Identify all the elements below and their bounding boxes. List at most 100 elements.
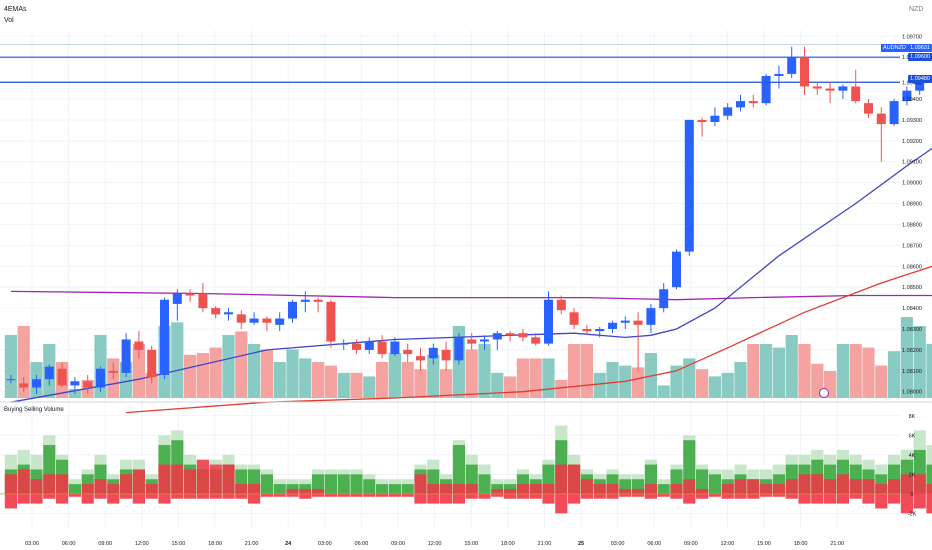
sell-volume-bar [465, 484, 478, 494]
lower-tick-label: 2K [909, 472, 916, 478]
sell-volume-down-bar [68, 493, 81, 497]
time-tick-label: 06:00 [62, 541, 76, 547]
volume-bar [273, 362, 286, 398]
buy-volume-extra-bar [56, 454, 69, 460]
volume-bar [529, 358, 542, 398]
lower-axis: 8K 6K 4K 2K 0 -2K [908, 414, 917, 518]
time-tick-label: 24 [285, 541, 292, 547]
sell-volume-down-bar [798, 493, 811, 504]
candle-body [633, 320, 643, 325]
volume-bar [811, 363, 824, 398]
buy-volume-extra-bar [798, 454, 811, 465]
sell-volume-bar [440, 484, 453, 494]
sell-volume-bar [94, 479, 107, 494]
volume-bar [772, 347, 785, 398]
candle-body [838, 86, 848, 91]
sell-volume-bar [56, 474, 69, 494]
volume-bar [798, 344, 811, 398]
buy-volume-extra-bar [593, 474, 606, 480]
lower-pane-title: Buying Selling Volume [4, 407, 64, 413]
candle-body [19, 383, 29, 388]
candle-body [403, 349, 413, 355]
volume-bar [849, 344, 862, 398]
currency-label: NZD [909, 6, 924, 13]
buy-volume-extra-bar [504, 479, 517, 485]
sell-volume-down-bar [760, 493, 773, 497]
time-tick-label: 21:00 [245, 541, 259, 547]
sell-volume-bar [235, 484, 248, 494]
time-tick-label: 03:00 [318, 541, 332, 547]
buy-volume-extra-bar [516, 469, 529, 475]
sell-volume-bar [120, 474, 133, 494]
sell-volume-down-bar [785, 493, 798, 499]
sell-volume-bar [734, 479, 747, 494]
volume-bar [670, 365, 683, 398]
buy-volume-extra-bar [862, 459, 875, 470]
sell-volume-bar [414, 474, 427, 494]
sell-volume-bar [913, 474, 926, 494]
time-tick-label: 15:00 [757, 541, 771, 547]
lower-tick-label: -2K [908, 511, 917, 517]
sell-volume-down-bar [376, 493, 389, 497]
volume-bar [286, 349, 299, 398]
sell-volume-down-bar [721, 493, 734, 499]
buy-volume-extra-bar [478, 464, 491, 475]
time-tick-label: 21:00 [538, 541, 552, 547]
buy-volume-bar [478, 474, 491, 494]
volume-bar [913, 326, 926, 398]
sell-volume-bar [747, 479, 760, 494]
candle-body [505, 333, 515, 336]
buy-volume-extra-bar [568, 454, 581, 465]
sell-volume-bar [30, 479, 43, 494]
sell-volume-down-bar [235, 493, 248, 499]
buy-volume-extra-bar [708, 469, 721, 475]
sell-volume-down-bar [299, 493, 312, 499]
buy-volume-extra-bar [260, 469, 273, 475]
volume-bar [427, 354, 440, 398]
buy-volume-extra-bar [491, 479, 504, 485]
sell-volume-bar [286, 488, 299, 494]
sell-volume-bar [849, 479, 862, 494]
sell-volume-down-bar [184, 493, 197, 499]
volume-bar [683, 358, 696, 398]
candle-body [492, 333, 502, 340]
candle-body [390, 341, 400, 355]
volume-bar [888, 351, 901, 398]
sell-volume-bar [862, 479, 875, 494]
buy-volume-extra-bar [120, 459, 133, 470]
sell-volume-down-bar [158, 493, 171, 504]
buy-volume-extra-bar [171, 430, 184, 441]
candle-body [198, 293, 208, 309]
time-tick-label: 18:00 [208, 541, 222, 547]
candle-body [108, 370, 118, 373]
buy-volume-extra-bar [529, 474, 542, 480]
sell-volume-bar [683, 479, 696, 494]
volume-bar [632, 367, 645, 398]
buy-volume-bar [350, 474, 363, 494]
time-tick-label: 25 [578, 541, 584, 547]
candles [6, 46, 932, 394]
sell-volume-down-bar [849, 493, 862, 499]
buy-volume-extra-bar [337, 469, 350, 475]
price-tick-label: 1.09480 [902, 80, 922, 86]
candle-body [480, 339, 489, 342]
candle-body [70, 381, 80, 386]
volume-bars [4, 317, 932, 398]
sell-volume-bar [836, 474, 849, 494]
volume-bar [145, 372, 158, 398]
buy-volume-extra-bar [222, 454, 235, 465]
time-tick-label: 15:00 [172, 541, 186, 547]
candle-body [288, 301, 297, 319]
sell-volume-bar [926, 484, 932, 494]
volume-bar [836, 344, 849, 398]
sell-volume-down-bar [388, 493, 401, 497]
sell-volume-bar [644, 484, 657, 494]
buy-volume-extra-bar [644, 459, 657, 465]
sell-volume-down-bar [683, 493, 696, 504]
sell-volume-down-bar [555, 493, 568, 514]
event-icon[interactable] [819, 388, 829, 398]
volume-bar [388, 353, 401, 398]
sell-volume-down-bar [734, 493, 747, 499]
candle-body [608, 322, 617, 329]
